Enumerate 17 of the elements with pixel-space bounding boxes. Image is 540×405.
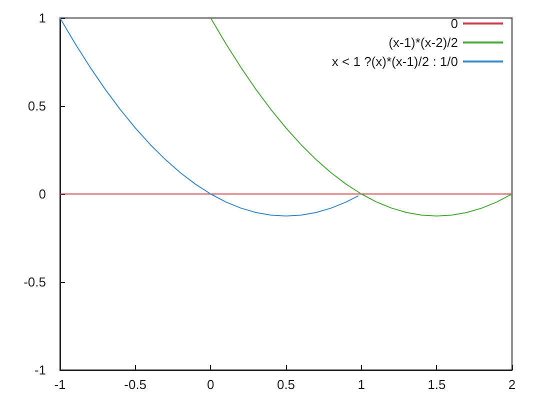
legend-label: 0 — [450, 16, 458, 31]
y-tick-label: 1 — [38, 10, 46, 26]
x-tick-label: -1 — [54, 377, 66, 392]
line-series — [60, 18, 359, 216]
line-series — [210, 18, 512, 216]
x-tick-label: 1.5 — [428, 377, 446, 392]
y-tick-label: -1 — [34, 362, 46, 378]
legend-label: (x-1)*(x-2)/2 — [388, 35, 458, 50]
legend-label: x < 1 ?(x)*(x-1)/2 : 1/0 — [332, 54, 458, 69]
x-tick-label: 0 — [207, 377, 214, 392]
x-tick-label: 1 — [358, 377, 365, 392]
x-tick-label: 0.5 — [276, 377, 296, 392]
y-tick-label: -0.5 — [24, 274, 46, 290]
y-tick-label: 0 — [38, 186, 46, 202]
x-tick-label: -0.5 — [124, 377, 147, 392]
x-tick-label: 2 — [508, 377, 516, 392]
y-tick-label: 0.5 — [28, 98, 46, 114]
